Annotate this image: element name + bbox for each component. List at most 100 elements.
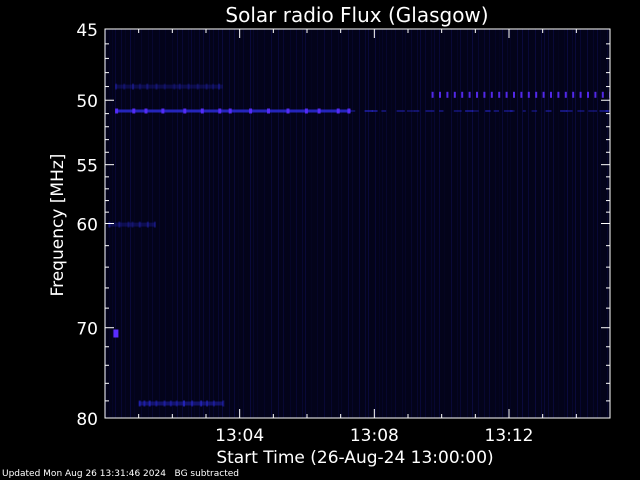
striation — [324, 29, 325, 418]
background-note: BG subtracted — [174, 469, 239, 479]
signal-band-blip — [123, 83, 126, 90]
striation — [425, 29, 426, 418]
signal-band-blip — [138, 83, 141, 90]
striation — [331, 29, 332, 418]
striation — [499, 29, 500, 418]
striation — [359, 29, 360, 418]
signal-burst — [249, 108, 253, 114]
striation — [199, 29, 200, 418]
signal-band-blip — [191, 400, 194, 407]
signal-band-blip — [163, 83, 166, 90]
signal-segment — [453, 110, 462, 112]
striation — [548, 29, 549, 418]
striation — [218, 29, 219, 418]
striation — [177, 29, 178, 418]
signal-segment — [364, 110, 373, 112]
striation — [558, 29, 559, 418]
signal-band-blip — [169, 400, 172, 407]
signal-band-blip — [173, 83, 176, 90]
striation — [278, 29, 279, 418]
striation — [439, 29, 440, 418]
striation — [502, 29, 503, 418]
signal-band-blip — [212, 83, 215, 90]
striation — [203, 29, 204, 418]
plot-background — [105, 29, 610, 418]
striation — [271, 29, 272, 418]
striation — [467, 29, 468, 418]
y-tick-label: 60 — [76, 216, 98, 236]
striation — [420, 29, 421, 418]
signal-segment — [588, 110, 597, 112]
striation — [290, 29, 291, 418]
signal-band — [108, 222, 156, 227]
signal-dash — [535, 91, 538, 98]
signal-burst — [304, 108, 308, 114]
striation — [495, 29, 496, 418]
striation — [395, 29, 396, 418]
signal-band-blip — [146, 221, 149, 228]
signal-band-blip — [138, 221, 141, 228]
x-tick-label: 13:12 — [485, 426, 534, 446]
striation — [431, 29, 432, 418]
striation — [311, 29, 312, 418]
signal-band-blip — [196, 83, 199, 90]
signal-burst — [200, 108, 204, 114]
signal-dash — [572, 91, 575, 98]
signal-dash — [453, 91, 456, 98]
signal-features — [108, 83, 610, 407]
striation — [510, 29, 511, 418]
striation — [121, 29, 122, 418]
y-axis-label: Frequency [MHz] — [48, 154, 68, 297]
striation — [338, 29, 339, 418]
signal-band-blip — [146, 83, 149, 90]
signal-band-blip — [153, 221, 156, 228]
signal-segment — [371, 110, 378, 112]
striation — [587, 29, 588, 418]
striation — [209, 29, 210, 418]
striation — [264, 29, 265, 418]
signal-burst — [132, 108, 136, 114]
striation — [451, 29, 452, 418]
signal-dash — [587, 91, 589, 98]
striation — [229, 29, 230, 418]
signal-burst — [267, 108, 270, 114]
signal-dash — [476, 91, 478, 98]
striation — [317, 29, 318, 418]
striation — [243, 29, 244, 418]
signal-segment — [560, 110, 567, 112]
striation — [305, 29, 306, 418]
striation — [182, 29, 183, 418]
signal-segment — [439, 110, 444, 112]
signal-dash — [557, 91, 560, 98]
striation — [597, 29, 598, 418]
striation — [517, 29, 518, 418]
striation — [148, 29, 149, 418]
signal-dash — [542, 91, 545, 98]
signal-band-blip — [218, 83, 221, 90]
vertical-striations — [105, 29, 608, 418]
signal-dash — [490, 91, 493, 98]
striation — [302, 29, 303, 418]
signal-dash — [564, 91, 567, 98]
striation — [238, 29, 239, 418]
signal-burst — [336, 108, 340, 114]
updated-timestamp: Updated Mon Aug 26 13:31:46 2024 — [2, 469, 166, 479]
striation — [152, 29, 153, 418]
signal-dash — [594, 91, 597, 98]
signal-segment — [485, 110, 491, 112]
striation — [257, 29, 258, 418]
signal-segment — [425, 110, 435, 112]
striation — [600, 29, 601, 418]
striation — [368, 29, 369, 418]
signal-segment — [414, 110, 420, 112]
signal-band-blip — [163, 400, 166, 407]
signal-burst — [115, 108, 119, 114]
signal-segment — [396, 110, 405, 112]
striation — [522, 29, 523, 418]
striation — [130, 29, 131, 418]
striation — [434, 29, 435, 418]
striation — [402, 29, 403, 418]
striation — [541, 29, 542, 418]
striation — [194, 29, 195, 418]
